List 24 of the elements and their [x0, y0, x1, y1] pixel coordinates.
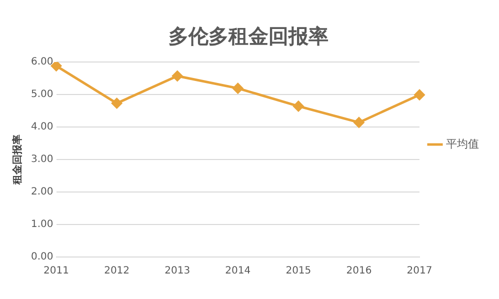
point	[172, 70, 183, 82]
y-tick-label: 6.00	[31, 56, 54, 68]
y-tick-label: 0.00	[31, 252, 54, 263]
x-tick-label: 2016	[346, 266, 372, 277]
y-tick-label: 3.00	[31, 154, 54, 166]
y-tick-label: 4.00	[31, 122, 54, 133]
x-tick-label: 2011	[44, 266, 69, 277]
x-tick-label: 2017	[406, 266, 432, 277]
point	[232, 83, 244, 94]
x-tick-label: 2015	[286, 266, 312, 277]
y-tick-label: 5.00	[31, 89, 54, 100]
legend-label: 平均值	[446, 137, 479, 150]
point	[112, 98, 122, 109]
chart-title: 多伦多租金回报率	[168, 24, 328, 48]
point	[414, 90, 425, 100]
point	[51, 62, 62, 72]
x-tick-label: 2013	[164, 266, 190, 277]
y-tick-label: 1.00	[31, 219, 54, 230]
x-tick-label: 2012	[104, 266, 130, 277]
x-tick-label: 2014	[225, 266, 251, 277]
point	[293, 100, 304, 112]
y-axis-title: 租金回报率	[12, 134, 24, 186]
point	[354, 117, 364, 128]
y-tick-label: 2.00	[31, 186, 54, 198]
